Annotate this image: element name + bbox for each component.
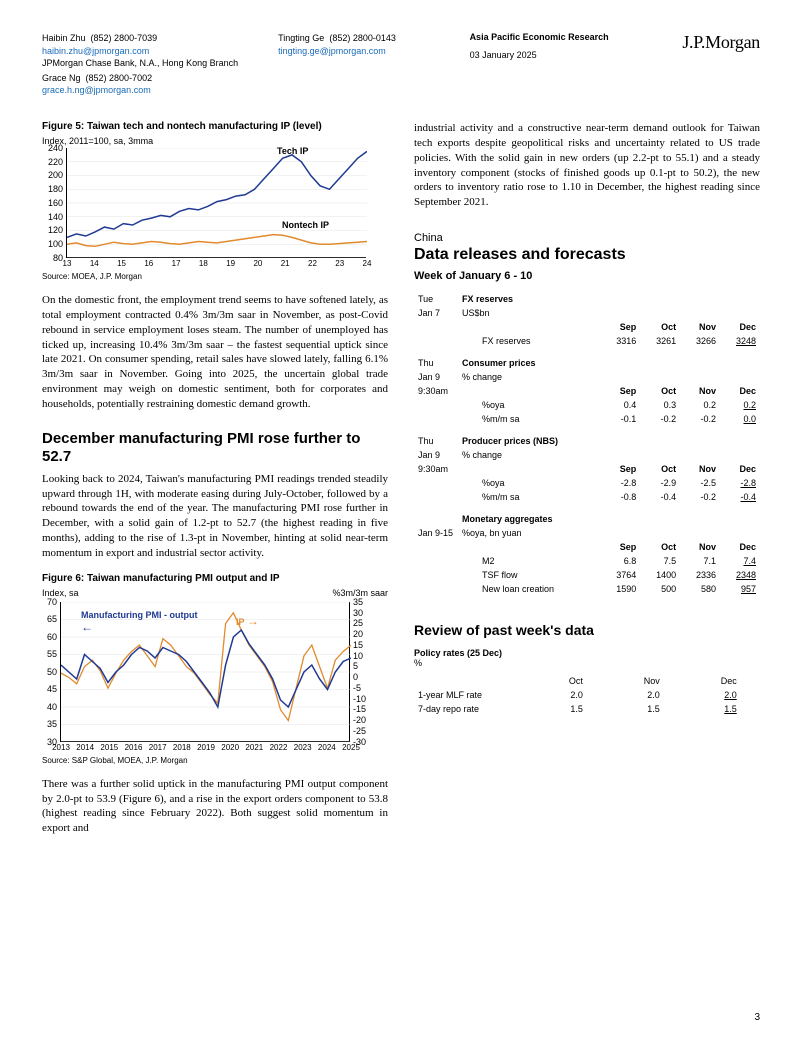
entity: JPMorgan Chase Bank, N.A., Hong Kong Bra… — [42, 57, 238, 70]
figure6-title: Figure 6: Taiwan manufacturing PMI outpu… — [42, 573, 388, 584]
left-arrow-icon: ← — [81, 620, 93, 634]
left-column: Figure 5: Taiwan tech and nontech manufa… — [42, 121, 388, 836]
policy-rates-title: Policy rates (25 Dec) — [414, 648, 760, 658]
figure6-chart: 303540455055606570 -30-25-20-15-10-50510… — [60, 602, 370, 742]
author-name: Haibin Zhu — [42, 33, 86, 43]
paragraph-2: Looking back to 2024, Taiwan's manufactu… — [42, 472, 388, 561]
header-center: Asia Pacific Economic Research 03 Januar… — [470, 32, 609, 97]
department: Asia Pacific Economic Research — [470, 32, 609, 42]
author-phone: (852) 2800-7002 — [86, 73, 153, 83]
author-phone: (852) 2800-7039 — [91, 33, 158, 43]
figure5-subtitle: Index, 2011=100, sa, 3mma — [42, 136, 388, 146]
page-number: 3 — [754, 1012, 760, 1023]
nontech-ip-label: Nontech IP — [282, 220, 329, 230]
author-block: Haibin Zhu (852) 2800-7039 haibin.zhu@jp… — [42, 32, 396, 97]
figure6-source: Source: S&P Global, MOEA, J.P. Morgan — [42, 756, 388, 765]
paragraph-3: There was a further solid uptick in the … — [42, 777, 388, 836]
week-heading: Week of January 6 - 10 — [414, 270, 760, 282]
author-email[interactable]: grace.h.ng@jpmorgan.com — [42, 85, 151, 95]
section-heading: December manufacturing PMI rose further … — [42, 430, 388, 466]
ip-label: IP → — [236, 614, 259, 628]
right-paragraph: industrial activity and a constructive n… — [414, 121, 760, 210]
country-heading: China — [414, 232, 760, 244]
author-name: Tingting Ge — [278, 33, 324, 43]
report-date: 03 January 2025 — [470, 50, 609, 60]
figure5-title: Figure 5: Taiwan tech and nontech manufa… — [42, 121, 388, 132]
review-heading: Review of past week's data — [414, 622, 760, 638]
author-name: Grace Ng — [42, 73, 81, 83]
pmi-label: Manufacturing PMI - output← — [81, 610, 197, 634]
author-email[interactable]: haibin.zhu@jpmorgan.com — [42, 46, 149, 56]
figure5-source: Source: MOEA, J.P. Morgan — [42, 272, 388, 281]
data-releases-heading: Data releases and forecasts — [414, 246, 760, 264]
author-email[interactable]: tingting.ge@jpmorgan.com — [278, 46, 386, 56]
author-phone: (852) 2800-0143 — [329, 33, 396, 43]
policy-rates-unit: % — [414, 658, 760, 668]
right-arrow-icon: → — [247, 614, 259, 628]
tech-ip-label: Tech IP — [277, 146, 308, 156]
paragraph-1: On the domestic front, the employment tr… — [42, 293, 388, 412]
page-header: Haibin Zhu (852) 2800-7039 haibin.zhu@jp… — [42, 32, 760, 97]
right-column: industrial activity and a constructive n… — [414, 121, 760, 836]
figure5-chart: 80100120140160180200220240 Tech IP Nonte… — [66, 148, 388, 258]
jpmorgan-logo: J.P.Morgan — [682, 32, 760, 97]
policy-rates-table: OctNovDec1-year MLF rate2.02.02.07-day r… — [414, 674, 760, 716]
data-releases-table: TueFX reservesJan 7US$bnSepOctNovDecFX r… — [414, 292, 760, 604]
